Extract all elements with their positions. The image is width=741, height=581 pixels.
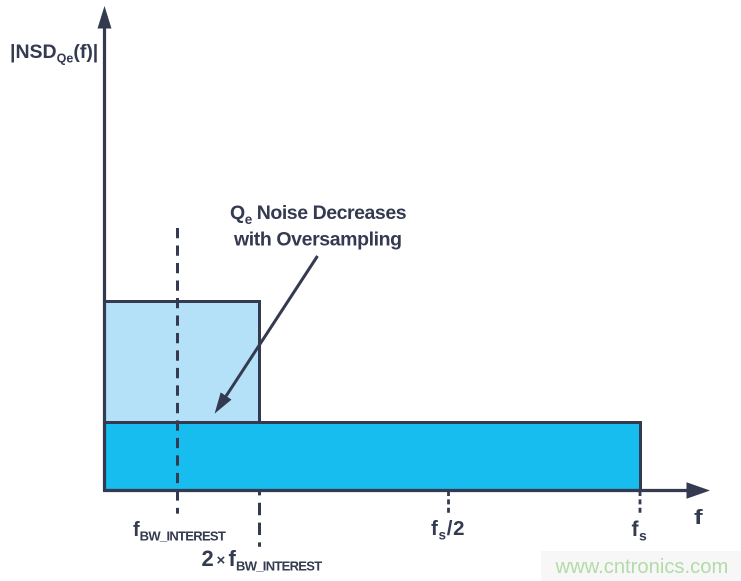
svg-text:|NSDQe(f)|: |NSDQe(f)| bbox=[10, 41, 98, 66]
svg-text:fBW_INTEREST: fBW_INTEREST bbox=[133, 519, 226, 544]
svg-text:f: f bbox=[229, 546, 237, 571]
svg-text:Qe Noise Decreases: Qe Noise Decreases bbox=[230, 202, 407, 227]
svg-text:BW_INTEREST: BW_INTEREST bbox=[236, 559, 322, 574]
svg-text:×: × bbox=[217, 552, 226, 569]
svg-text:f: f bbox=[694, 506, 703, 528]
svg-text:fs: fs bbox=[632, 518, 648, 544]
svg-text:fs/2: fs/2 bbox=[431, 517, 465, 543]
svg-text:with Oversampling: with Oversampling bbox=[233, 229, 402, 251]
svg-text:www.cntronics.com: www.cntronics.com bbox=[555, 556, 729, 578]
svg-text:2: 2 bbox=[202, 546, 214, 571]
